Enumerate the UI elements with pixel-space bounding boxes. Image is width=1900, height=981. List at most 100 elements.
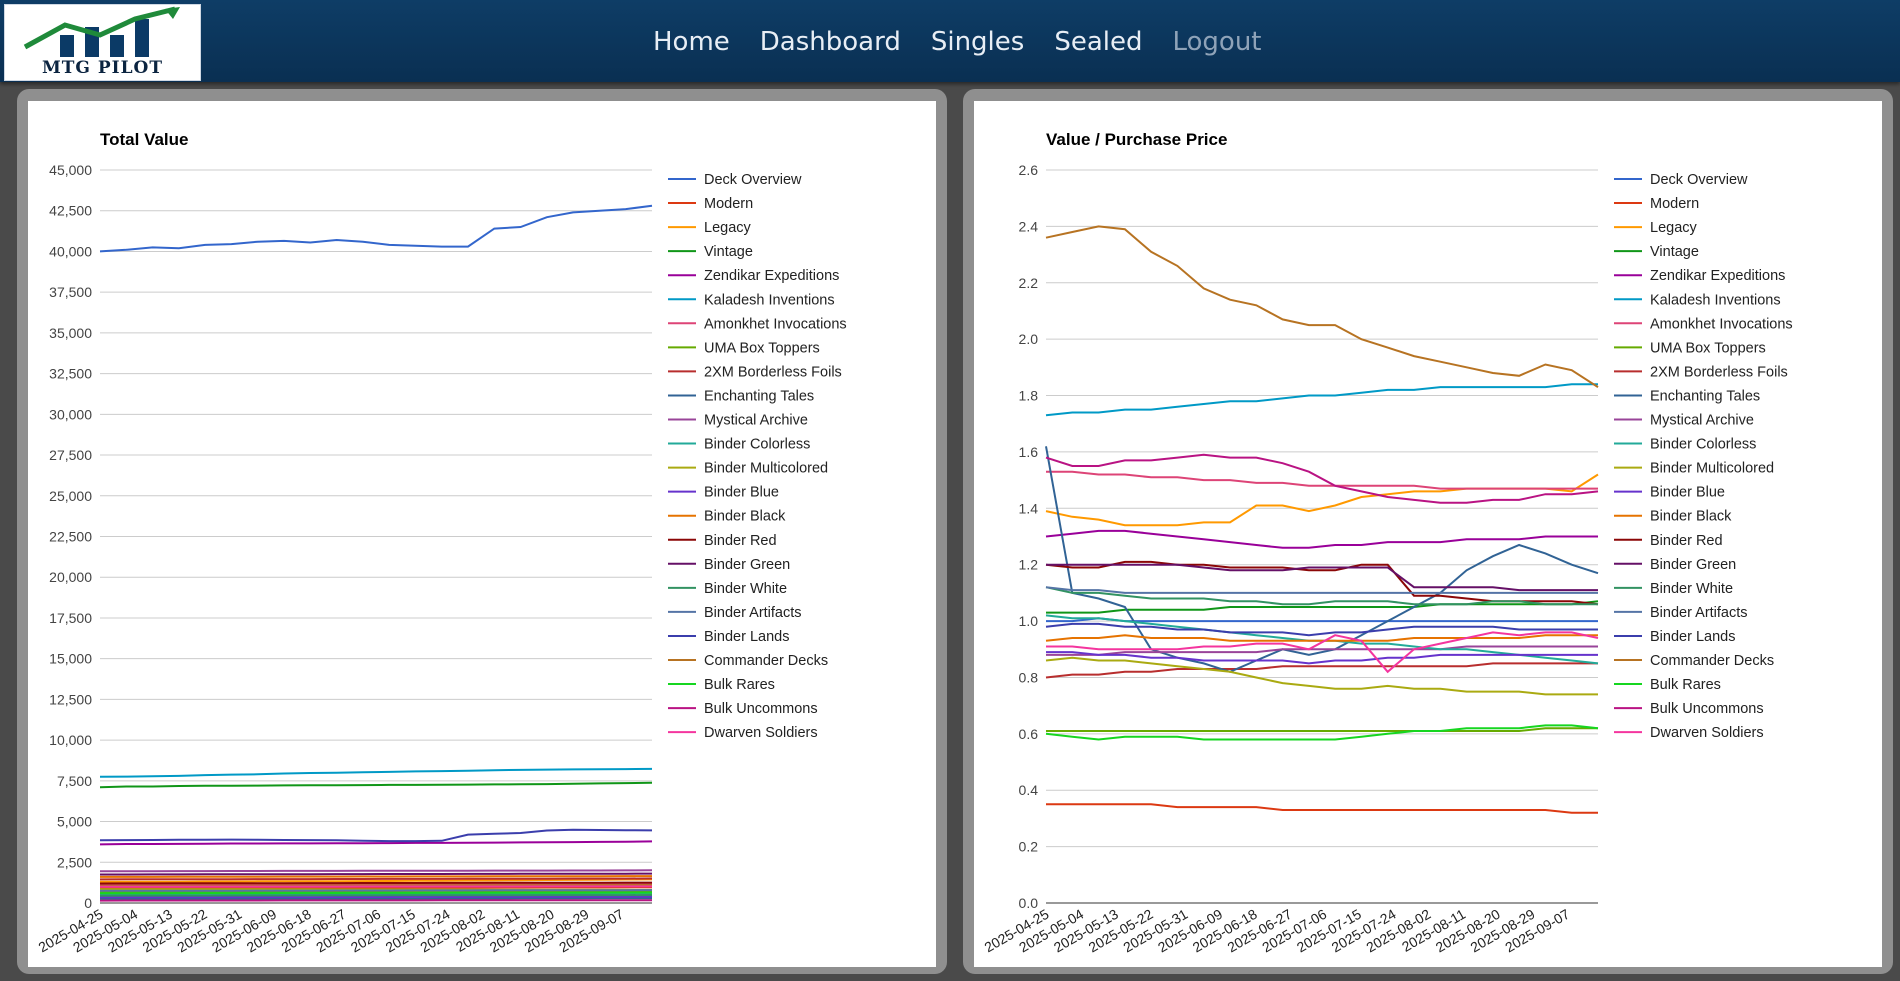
series-line[interactable]	[1046, 563, 1598, 592]
nav-home-link[interactable]: Home	[653, 27, 730, 57]
legend-label[interactable]: UMA Box Toppers	[704, 340, 820, 356]
legend-label[interactable]: Enchanting Tales	[1650, 388, 1760, 404]
series-line[interactable]	[99, 781, 653, 789]
legend-label[interactable]: Zendikar Expeditions	[1650, 268, 1785, 284]
legend-label[interactable]: Amonkhet Invocations	[704, 316, 847, 332]
nav-links: Home Dashboard Singles Sealed Logout	[653, 22, 1292, 62]
series-line[interactable]	[1046, 803, 1598, 814]
series-line[interactable]	[100, 891, 652, 895]
series-line[interactable]	[100, 875, 652, 878]
series-line[interactable]	[1046, 727, 1598, 732]
legend-label[interactable]: Vintage	[704, 244, 753, 260]
legend-label[interactable]: Dwarven Soldiers	[1650, 725, 1764, 741]
legend-label[interactable]: Deck Overview	[704, 172, 802, 188]
series-line[interactable]	[1046, 651, 1598, 665]
series-line[interactable]	[1045, 656, 1598, 696]
series-line[interactable]	[99, 767, 653, 778]
series-line[interactable]	[1046, 617, 1598, 623]
series-line[interactable]	[1045, 634, 1598, 642]
legend-label[interactable]: Vintage	[1650, 244, 1699, 260]
legend-label[interactable]: Kaladesh Inventions	[1650, 292, 1781, 308]
logo[interactable]: MTG PILOT	[4, 4, 201, 81]
legend-label[interactable]: Binder Green	[704, 557, 790, 573]
series-line[interactable]	[99, 828, 653, 843]
legend-label[interactable]: Binder Green	[1650, 557, 1736, 573]
series-line[interactable]	[1045, 586, 1598, 606]
legend-label[interactable]: Bulk Rares	[704, 677, 775, 693]
value-ratio-card: Value / Purchase Price 0.0 0.2 0.4 0.6 0.8 1.0…	[974, 101, 1882, 967]
series-line[interactable]	[99, 204, 653, 253]
legend-label[interactable]: Dwarven Soldiers	[704, 725, 818, 741]
series-line[interactable]	[99, 840, 653, 846]
series-line[interactable]	[99, 878, 653, 883]
legend-label[interactable]: Binder Artifacts	[704, 605, 802, 621]
legend-label[interactable]: Binder Colorless	[704, 437, 810, 453]
series-line[interactable]	[1045, 446, 1599, 673]
legend-label[interactable]: Binder Red	[1650, 533, 1723, 549]
series-line[interactable]	[99, 881, 652, 885]
series-line[interactable]	[1045, 383, 1598, 417]
series-line[interactable]	[99, 894, 653, 897]
series-line[interactable]	[100, 889, 653, 892]
legend-label[interactable]: Binder Lands	[704, 629, 789, 645]
nav-sealed-link[interactable]: Sealed	[1054, 27, 1143, 57]
legend-label[interactable]: Binder Lands	[1650, 629, 1735, 645]
series-line[interactable]	[100, 869, 653, 873]
series-line[interactable]	[1046, 470, 1598, 490]
series-line[interactable]	[99, 877, 653, 881]
nav-dashboard-link[interactable]: Dashboard	[759, 27, 901, 57]
legend-label[interactable]: Zendikar Expeditions	[704, 268, 839, 284]
legend-label[interactable]: Enchanting Tales	[704, 388, 814, 404]
y-tick-label: 40,000	[49, 243, 92, 259]
legend-label[interactable]: Modern	[1650, 196, 1699, 212]
plot-area	[1045, 225, 1599, 814]
legend: Deck Overview Modern Legacy Vintage Zendikar…	[668, 172, 847, 741]
nav-singles-link[interactable]: Singles	[930, 27, 1025, 57]
legend-label[interactable]: 2XM Borderless Foils	[704, 364, 842, 380]
value-ratio-chart: Value / Purchase Price 0.0 0.2 0.4 0.6 0.8 1.0…	[981, 130, 1793, 955]
legend-label[interactable]: Mystical Archive	[1650, 413, 1754, 429]
series-line[interactable]	[1045, 622, 1598, 637]
legend-label[interactable]: Bulk Uncommons	[704, 701, 818, 717]
series-line[interactable]	[100, 872, 653, 876]
series-line[interactable]	[1045, 586, 1598, 594]
legend-label[interactable]: Amonkhet Invocations	[1650, 316, 1793, 332]
legend-label[interactable]: Deck Overview	[1650, 172, 1748, 188]
legend-label[interactable]: Binder Colorless	[1650, 437, 1756, 453]
legend-label[interactable]: Binder Black	[1650, 509, 1732, 525]
series-line[interactable]	[1046, 631, 1599, 674]
series-line[interactable]	[1045, 662, 1598, 679]
legend-label[interactable]: Binder Red	[704, 533, 777, 549]
legend-label[interactable]: Legacy	[704, 220, 752, 236]
legend-label[interactable]: Binder White	[704, 581, 787, 597]
legend-label[interactable]: Binder White	[1650, 581, 1733, 597]
legend-label[interactable]: UMA Box Toppers	[1650, 340, 1766, 356]
legend-label[interactable]: Commander Decks	[704, 653, 828, 669]
series-line[interactable]	[1046, 645, 1598, 656]
nav-logout-link[interactable]: Logout	[1172, 27, 1262, 57]
series-line[interactable]	[1045, 453, 1599, 504]
legend-label[interactable]: Commander Decks	[1650, 653, 1774, 669]
legend-label[interactable]: Binder Multicolored	[1650, 461, 1774, 477]
series-line[interactable]	[1046, 600, 1599, 614]
series-line[interactable]	[1045, 529, 1598, 549]
legend-label[interactable]: Modern	[704, 196, 753, 212]
legend-label[interactable]: Binder Blue	[1650, 485, 1725, 501]
legend-label[interactable]: Legacy	[1650, 220, 1698, 236]
series-line[interactable]	[1045, 724, 1599, 741]
legend-label[interactable]: Binder Artifacts	[1650, 605, 1748, 621]
series-line[interactable]	[100, 895, 653, 899]
legend-label[interactable]: Bulk Uncommons	[1650, 701, 1764, 717]
series-line[interactable]	[100, 897, 652, 900]
series-line[interactable]	[1045, 225, 1599, 388]
y-tick-label: 2.2	[1019, 275, 1039, 291]
legend-label[interactable]: Binder Multicolored	[704, 461, 828, 477]
legend-label[interactable]: Mystical Archive	[704, 413, 808, 429]
y-tick-label: 1.0	[1019, 613, 1039, 629]
y-tick-label: 0.4	[1019, 782, 1039, 798]
legend-label[interactable]: Binder Blue	[704, 485, 779, 501]
legend-label[interactable]: Binder Black	[704, 509, 786, 525]
legend-label[interactable]: 2XM Borderless Foils	[1650, 364, 1788, 380]
legend-label[interactable]: Bulk Rares	[1650, 677, 1721, 693]
legend-label[interactable]: Kaladesh Inventions	[704, 292, 835, 308]
